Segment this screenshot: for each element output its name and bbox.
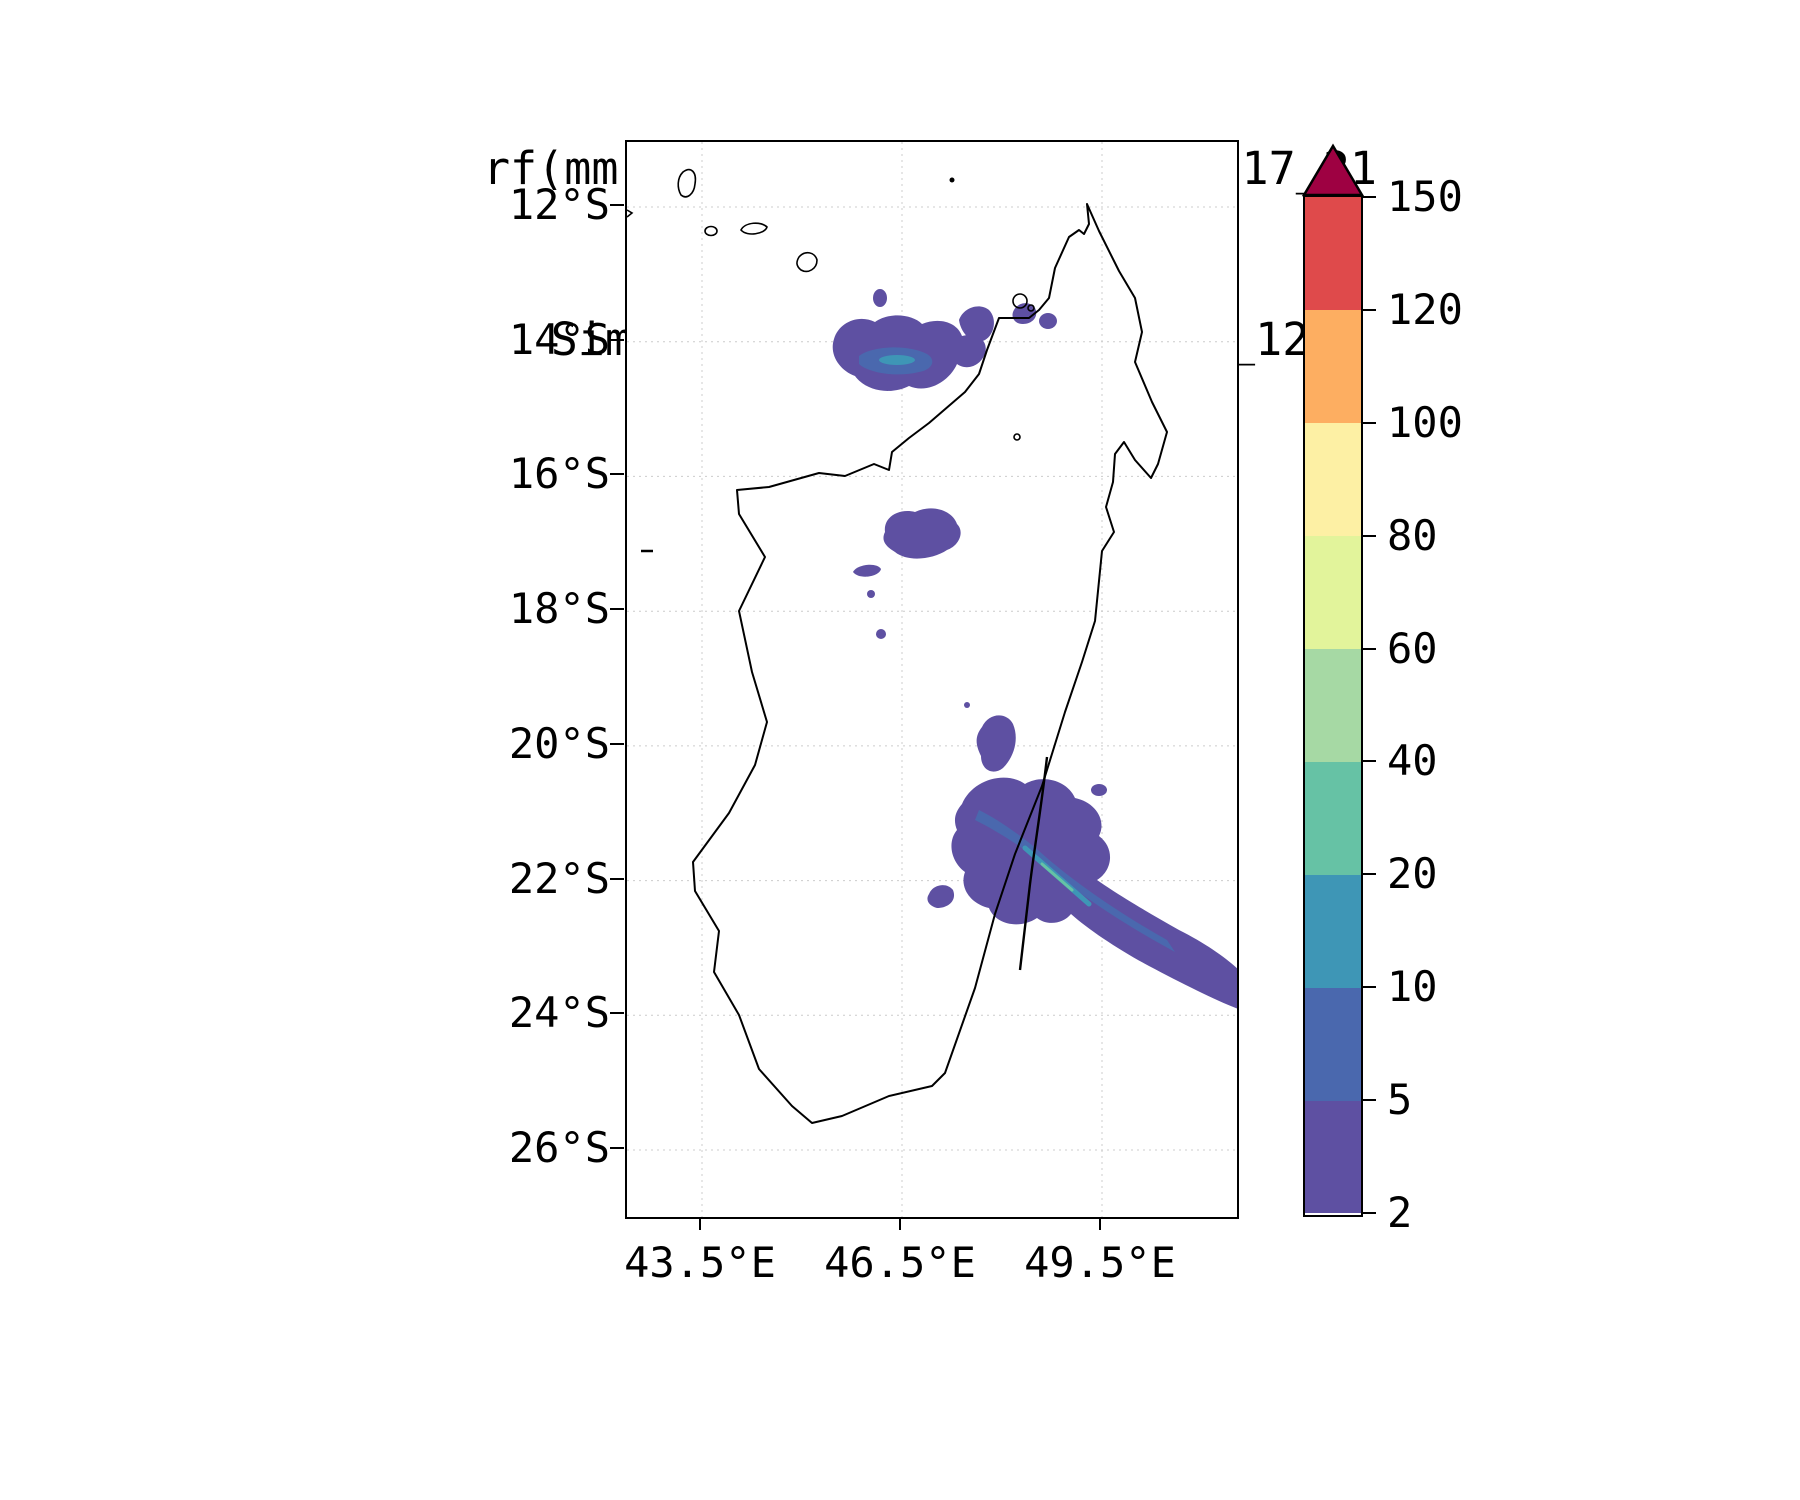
y-tick-mark <box>610 338 624 341</box>
y-tick-mark <box>610 877 624 880</box>
y-tick-mark <box>610 1012 624 1015</box>
storm-track-line <box>1018 756 1049 971</box>
y-tick-mark <box>610 204 624 206</box>
colorbar-over-arrow <box>1301 143 1365 197</box>
rain-patch-southwest-blob <box>927 885 955 908</box>
colorbar-tick-mark <box>1363 196 1376 198</box>
colorbar-tick-label: 20 <box>1387 849 1438 899</box>
rain-patch-north-small-2 <box>1039 313 1057 329</box>
rain-patch-southeast-main <box>951 777 1237 1009</box>
x-tick-mark <box>1099 1217 1101 1230</box>
colorbar-segment <box>1305 987 1361 1101</box>
rain-patch-speck-18s <box>876 629 886 639</box>
y-tick-label: 22°S <box>508 853 610 903</box>
rain-core-southeast-teal <box>1040 862 1074 892</box>
island-nosy-be-neighbor <box>1027 304 1035 312</box>
colorbar-tick-label: 10 <box>1387 962 1438 1012</box>
island-nw-coast-small <box>1013 433 1021 441</box>
island-northwest-3 <box>740 222 768 235</box>
rain-patch-north-small-3 <box>873 289 887 307</box>
colorbar-tick-label: 100 <box>1387 397 1463 447</box>
colorbar-tick-mark <box>1363 760 1376 763</box>
colorbar-segment <box>1305 197 1361 311</box>
map-plot-area <box>625 140 1239 1219</box>
colorbar-segment <box>1305 422 1361 537</box>
colorbar-segment <box>1305 535 1361 650</box>
colorbar-tick-mark <box>1363 534 1376 537</box>
madagascar-coastline <box>692 203 1168 1124</box>
x-tick-label: 46.5°E <box>824 1238 976 1287</box>
rain-core-northwest-inner <box>879 355 915 365</box>
colorbar-tick-label: 150 <box>1387 172 1463 221</box>
y-tick-label: 12°S <box>508 180 610 229</box>
colorbar-tick-label: 120 <box>1387 284 1463 334</box>
colorbar-segment <box>1305 1100 1361 1214</box>
colorbar-tick-label: 60 <box>1387 623 1438 673</box>
x-tick-mark <box>899 1217 901 1230</box>
rain-patch-north-blob <box>959 306 994 342</box>
colorbar-segment <box>1305 874 1361 988</box>
rain-patch-central-dot <box>867 590 875 598</box>
island-tiny-dot <box>949 177 955 183</box>
y-tick-mark <box>610 608 624 611</box>
x-tick-mark <box>699 1217 701 1230</box>
rain-patch-central-small <box>853 564 881 577</box>
y-tick-label: 16°S <box>508 449 610 499</box>
rain-patches-2-5mm <box>832 289 1237 1009</box>
colorbar-segment <box>1305 761 1361 875</box>
rain-patch-southeast-sat <box>1091 784 1107 796</box>
colorbar-segment <box>1305 648 1361 762</box>
x-tick-label: 43.5°E <box>624 1238 776 1287</box>
small-islands <box>627 168 1035 553</box>
colorbar-tick-label: 80 <box>1387 510 1438 560</box>
grid-lines <box>627 142 1237 1217</box>
colorbar-tick-mark <box>1363 1212 1376 1214</box>
map-svg <box>627 142 1237 1217</box>
y-tick-mark <box>610 1147 624 1149</box>
island-nosy-be <box>1012 293 1028 309</box>
y-tick-label: 24°S <box>508 988 610 1038</box>
rain-core-southeast <box>975 810 1175 952</box>
colorbar-tick-mark <box>1363 647 1376 650</box>
rain-patch-cores <box>859 347 1175 952</box>
y-tick-label: 18°S <box>508 584 610 634</box>
colorbar-tick-label: 2 <box>1387 1188 1413 1237</box>
rain-patch-speck-20s <box>964 702 970 708</box>
colorbar-tick-mark <box>1363 421 1376 424</box>
y-tick-mark <box>610 473 624 476</box>
colorbar-segment <box>1305 309 1361 424</box>
colorbar-tick-label: 40 <box>1387 736 1438 786</box>
y-tick-label: 20°S <box>508 718 610 768</box>
island-northwest-4 <box>796 251 818 273</box>
colorbar-tick-mark <box>1363 873 1376 876</box>
island-left-edge-mark <box>627 209 634 218</box>
x-tick-label: 49.5°E <box>1024 1238 1176 1287</box>
colorbar-tick-mark <box>1363 1099 1376 1102</box>
y-tick-label: 26°S <box>508 1123 610 1172</box>
rain-patch-kidney-20s <box>976 715 1016 772</box>
y-tick-label: 14°S <box>508 314 610 364</box>
island-northwest-1 <box>677 168 697 198</box>
colorbar-tick-mark <box>1363 308 1376 311</box>
island-northwest-2 <box>704 225 718 237</box>
rain-patch-central <box>883 508 961 559</box>
colorbar-tick-mark <box>1363 986 1376 989</box>
colorbar-outline <box>1303 195 1363 1217</box>
y-tick-mark <box>610 742 624 745</box>
colorbar-tick-label: 5 <box>1387 1075 1413 1125</box>
